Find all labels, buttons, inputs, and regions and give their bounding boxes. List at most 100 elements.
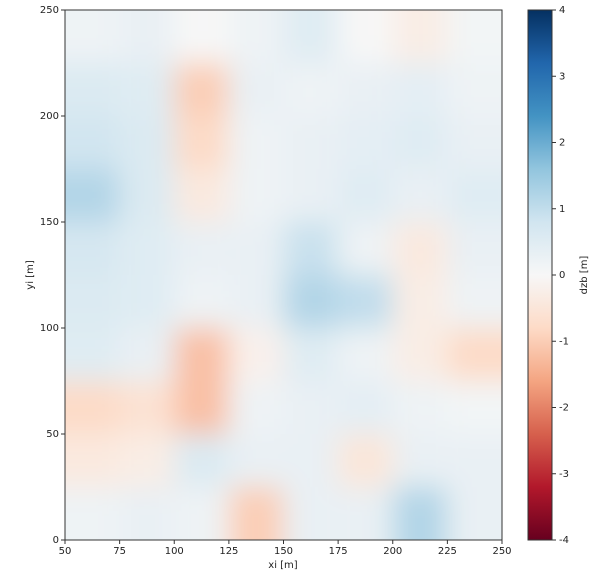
heatmap-cell [228,487,284,540]
heatmap-cell [447,222,502,275]
x-tick-label: 100 [165,546,184,557]
heatmap-cell [447,10,502,63]
heatmap-cell [338,63,393,116]
heatmap-cell [228,275,284,328]
heatmap-cell [228,434,284,487]
heatmap-cell [228,10,284,63]
heatmap [65,10,502,540]
heatmap-cell [65,328,120,381]
heatmap-cell [119,275,175,328]
heatmap-cell [228,169,284,222]
heatmap-cell [392,10,448,63]
heatmap-cell [338,10,393,63]
heatmap-cell [65,10,120,63]
heatmap-cell [447,275,502,328]
heatmap-cell [228,63,284,116]
heatmap-cell [119,487,175,540]
heatmap-cell [174,63,229,116]
heatmap-cell [338,487,393,540]
heatmap-cell [392,169,448,222]
colorbar-tick-label: -1 [559,336,569,347]
colorbar-tick-label: 2 [559,138,565,149]
heatmap-cell [119,116,175,169]
heatmap-cell [228,222,284,275]
y-tick-label: 50 [46,429,59,440]
heatmap-cell [283,63,339,116]
heatmap-cell [119,434,175,487]
heatmap-cell [338,169,393,222]
heatmap-cell [283,487,339,540]
x-tick-label: 175 [329,546,348,557]
heatmap-cell [174,116,229,169]
heatmap-cell [65,63,120,116]
colorbar-tick-label: 1 [559,204,565,215]
heatmap-cell [228,328,284,381]
heatmap-cell [174,328,229,381]
x-tick-label: 225 [438,546,457,557]
heatmap-cell [119,222,175,275]
heatmap-cell [447,63,502,116]
heatmap-cell [392,381,448,434]
heatmap-cell [174,381,229,434]
y-axis-label: yi [m] [25,260,36,290]
colorbar-label: dzb [m] [579,256,590,295]
heatmap-cell [283,434,339,487]
y-tick-label: 200 [40,111,59,122]
heatmap-cell [119,10,175,63]
heatmap-cell [338,328,393,381]
y-tick-label: 150 [40,217,59,228]
heatmap-cell [283,10,339,63]
heatmap-cell [283,381,339,434]
colorbar-tick-label: -2 [559,403,569,414]
heatmap-cell [392,434,448,487]
heatmap-cell [392,328,448,381]
heatmap-cell [283,169,339,222]
colorbar-tick-label: -4 [559,535,569,546]
x-tick-label: 150 [274,546,293,557]
heatmap-cell [283,116,339,169]
heatmap-cell [174,222,229,275]
colorbar-tick-label: 3 [559,71,565,82]
y-tick-label: 0 [53,535,59,546]
heatmap-cell [228,116,284,169]
heatmap-cell [338,381,393,434]
x-tick-label: 200 [383,546,402,557]
heatmap-cell [65,434,120,487]
heatmap-cell [65,381,120,434]
heatmap-cell [447,487,502,540]
heatmap-cell [392,275,448,328]
x-axis-label: xi [m] [268,560,298,571]
heatmap-cell [119,169,175,222]
heatmap-cell [283,222,339,275]
y-tick-label: 250 [40,5,59,16]
heatmap-cell [447,328,502,381]
heatmap-cell [392,487,448,540]
heatmap-cell [338,275,393,328]
colorbar [527,9,553,541]
x-tick-label: 250 [492,546,511,557]
heatmap-cell [119,63,175,116]
heatmap-cell [174,487,229,540]
heatmap-cell [65,487,120,540]
heatmap-cell [392,63,448,116]
heatmap-cell [338,434,393,487]
heatmap-cell [174,169,229,222]
y-tick-label: 100 [40,323,59,334]
heatmap-clip [65,10,502,540]
heatmap-cell [447,381,502,434]
colorbar-tick-label: -3 [559,469,569,480]
heatmap-cell [228,381,284,434]
heatmap-cell [174,434,229,487]
heatmap-cell [65,116,120,169]
heatmap-cell [65,169,120,222]
heatmap-cell [447,434,502,487]
heatmap-cell [65,275,120,328]
x-tick-label: 125 [219,546,238,557]
heatmap-cell [392,116,448,169]
colorbar-tick-label: 4 [559,5,565,16]
heatmap-cell [338,222,393,275]
heatmap-cell [283,275,339,328]
heatmap-cell [447,116,502,169]
x-tick-label: 50 [59,546,72,557]
